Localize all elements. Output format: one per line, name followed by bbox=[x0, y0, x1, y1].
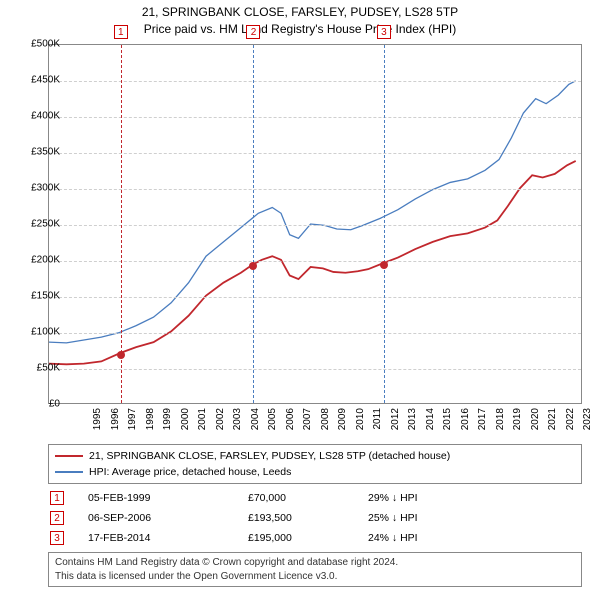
x-tick-label: 2008 bbox=[320, 408, 331, 430]
sale-date-2: 06-SEP-2006 bbox=[88, 512, 238, 524]
sale-marker-dot-1 bbox=[117, 351, 125, 359]
chart-area: 123 199519961997199819992000200120022003… bbox=[48, 44, 582, 404]
x-tick-label: 2011 bbox=[372, 408, 383, 430]
gridline-h bbox=[49, 153, 581, 154]
title-line-1: 21, SPRINGBANK CLOSE, FARSLEY, PUDSEY, L… bbox=[0, 4, 600, 21]
sale-marker-line-1 bbox=[121, 45, 122, 403]
sale-marker-line-3 bbox=[384, 45, 385, 403]
sale-marker-line-2 bbox=[253, 45, 254, 403]
y-tick-label: £50K bbox=[16, 363, 60, 374]
sale-marker-box-2: 2 bbox=[246, 25, 260, 39]
x-tick-label: 2003 bbox=[232, 408, 243, 430]
gridline-h bbox=[49, 333, 581, 334]
sale-date-1: 05-FEB-1999 bbox=[88, 492, 238, 504]
sales-row-1: 1 05-FEB-1999 £70,000 29% ↓ HPI bbox=[48, 488, 582, 508]
x-tick-label: 2014 bbox=[425, 408, 436, 430]
series-hpi bbox=[49, 81, 576, 343]
y-tick-label: £450K bbox=[16, 75, 60, 86]
series-svg bbox=[49, 45, 581, 403]
sale-marker-box-3: 3 bbox=[377, 25, 391, 39]
x-tick-label: 2006 bbox=[285, 408, 296, 430]
x-tick-label: 2017 bbox=[477, 408, 488, 430]
x-tick-label: 2004 bbox=[250, 408, 261, 430]
y-tick-label: £100K bbox=[16, 327, 60, 338]
sale-price-3: £195,000 bbox=[248, 532, 358, 544]
sale-date-3: 17-FEB-2014 bbox=[88, 532, 238, 544]
gridline-h bbox=[49, 297, 581, 298]
gridline-h bbox=[49, 261, 581, 262]
y-tick-label: £400K bbox=[16, 111, 60, 122]
gridline-h bbox=[49, 369, 581, 370]
x-tick-label: 2023 bbox=[582, 408, 593, 430]
y-tick-label: £350K bbox=[16, 147, 60, 158]
y-tick-label: £500K bbox=[16, 39, 60, 50]
sales-table: 1 05-FEB-1999 £70,000 29% ↓ HPI 2 06-SEP… bbox=[48, 488, 582, 548]
x-tick-label: 2012 bbox=[390, 408, 401, 430]
x-tick-label: 2020 bbox=[530, 408, 541, 430]
legend-box: 21, SPRINGBANK CLOSE, FARSLEY, PUDSEY, L… bbox=[48, 444, 582, 484]
x-tick-label: 1997 bbox=[127, 408, 138, 430]
x-tick-label: 2010 bbox=[355, 408, 366, 430]
x-tick-label: 2001 bbox=[197, 408, 208, 430]
legend-label-property: 21, SPRINGBANK CLOSE, FARSLEY, PUDSEY, L… bbox=[89, 450, 450, 462]
x-tick-label: 2019 bbox=[512, 408, 523, 430]
y-tick-label: £300K bbox=[16, 183, 60, 194]
x-tick-label: 2015 bbox=[442, 408, 453, 430]
sale-diff-2: 25% ↓ HPI bbox=[368, 512, 478, 524]
gridline-h bbox=[49, 117, 581, 118]
x-tick-label: 2021 bbox=[547, 408, 558, 430]
chart-title-block: 21, SPRINGBANK CLOSE, FARSLEY, PUDSEY, L… bbox=[0, 0, 600, 38]
legend-row-property: 21, SPRINGBANK CLOSE, FARSLEY, PUDSEY, L… bbox=[55, 448, 575, 464]
sale-marker-dot-3 bbox=[380, 261, 388, 269]
sale-diff-3: 24% ↓ HPI bbox=[368, 532, 478, 544]
y-tick-label: £150K bbox=[16, 291, 60, 302]
legend-label-hpi: HPI: Average price, detached house, Leed… bbox=[89, 466, 291, 478]
sale-marker-box-1: 1 bbox=[114, 25, 128, 39]
sales-row-2: 2 06-SEP-2006 £193,500 25% ↓ HPI bbox=[48, 508, 582, 528]
x-tick-label: 1999 bbox=[162, 408, 173, 430]
title-line-2: Price paid vs. HM Land Registry's House … bbox=[0, 21, 600, 38]
x-tick-label: 2022 bbox=[565, 408, 576, 430]
legend-row-hpi: HPI: Average price, detached house, Leed… bbox=[55, 464, 575, 480]
sales-row-3: 3 17-FEB-2014 £195,000 24% ↓ HPI bbox=[48, 528, 582, 548]
x-tick-label: 2016 bbox=[460, 408, 471, 430]
footer-line-1: Contains HM Land Registry data © Crown c… bbox=[55, 556, 575, 570]
sale-index-box-1: 1 bbox=[50, 491, 64, 505]
legend-swatch-hpi bbox=[55, 471, 83, 473]
footer-box: Contains HM Land Registry data © Crown c… bbox=[48, 552, 582, 587]
y-tick-label: £200K bbox=[16, 255, 60, 266]
x-tick-label: 2009 bbox=[337, 408, 348, 430]
x-tick-label: 2005 bbox=[267, 408, 278, 430]
x-tick-label: 1995 bbox=[92, 408, 103, 430]
x-tick-label: 1998 bbox=[145, 408, 156, 430]
sale-price-1: £70,000 bbox=[248, 492, 358, 504]
x-tick-label: 2013 bbox=[407, 408, 418, 430]
x-tick-label: 2007 bbox=[302, 408, 313, 430]
gridline-h bbox=[49, 81, 581, 82]
sale-marker-dot-2 bbox=[249, 262, 257, 270]
y-tick-label: £250K bbox=[16, 219, 60, 230]
sale-index-box-2: 2 bbox=[50, 511, 64, 525]
gridline-h bbox=[49, 225, 581, 226]
gridline-h bbox=[49, 189, 581, 190]
x-tick-label: 2002 bbox=[215, 408, 226, 430]
sale-price-2: £193,500 bbox=[248, 512, 358, 524]
sale-diff-1: 29% ↓ HPI bbox=[368, 492, 478, 504]
x-tick-label: 2018 bbox=[495, 408, 506, 430]
y-tick-label: £0 bbox=[16, 399, 60, 410]
x-tick-label: 1996 bbox=[110, 408, 121, 430]
sale-index-box-3: 3 bbox=[50, 531, 64, 545]
x-tick-label: 2000 bbox=[180, 408, 191, 430]
footer-line-2: This data is licensed under the Open Gov… bbox=[55, 570, 575, 584]
legend-swatch-property bbox=[55, 455, 83, 457]
plot-box: 123 bbox=[48, 44, 582, 404]
